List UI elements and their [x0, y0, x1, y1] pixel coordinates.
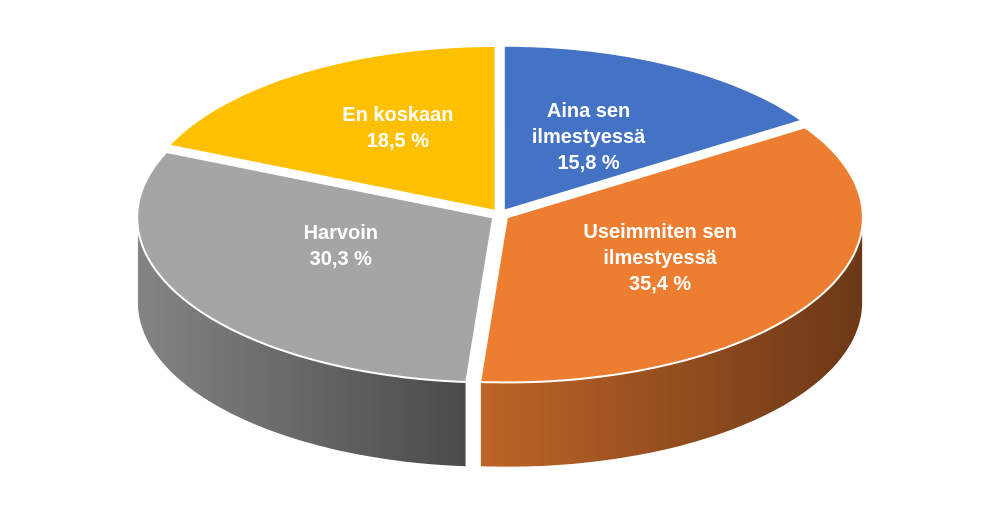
slice-label: Useimmiten sen ilmestyessä 35,4 %: [565, 219, 755, 297]
slice: [136, 150, 495, 384]
slice: [478, 126, 864, 384]
value-label: 35,4 %: [628, 273, 692, 296]
slice-label: Harvoin 30,3 %: [246, 220, 436, 272]
value-label: 30,3 %: [309, 248, 372, 271]
category-label: En koskaan: [342, 104, 454, 127]
slice: [502, 44, 805, 213]
slice-label: En koskaan 18,5 %: [303, 102, 493, 154]
value-label: 18,5 %: [366, 130, 429, 153]
category-label: Useimmiten sen ilmestyessä: [583, 221, 737, 270]
category-label: Harvoin: [303, 222, 379, 245]
slice: [166, 45, 497, 213]
slice-label: Aina sen ilmestyessä 15,8 %: [494, 98, 684, 176]
value-label: 15,8 %: [557, 152, 620, 175]
slice-tops: [136, 44, 864, 384]
category-label: Aina sen ilmestyessä: [531, 100, 646, 149]
